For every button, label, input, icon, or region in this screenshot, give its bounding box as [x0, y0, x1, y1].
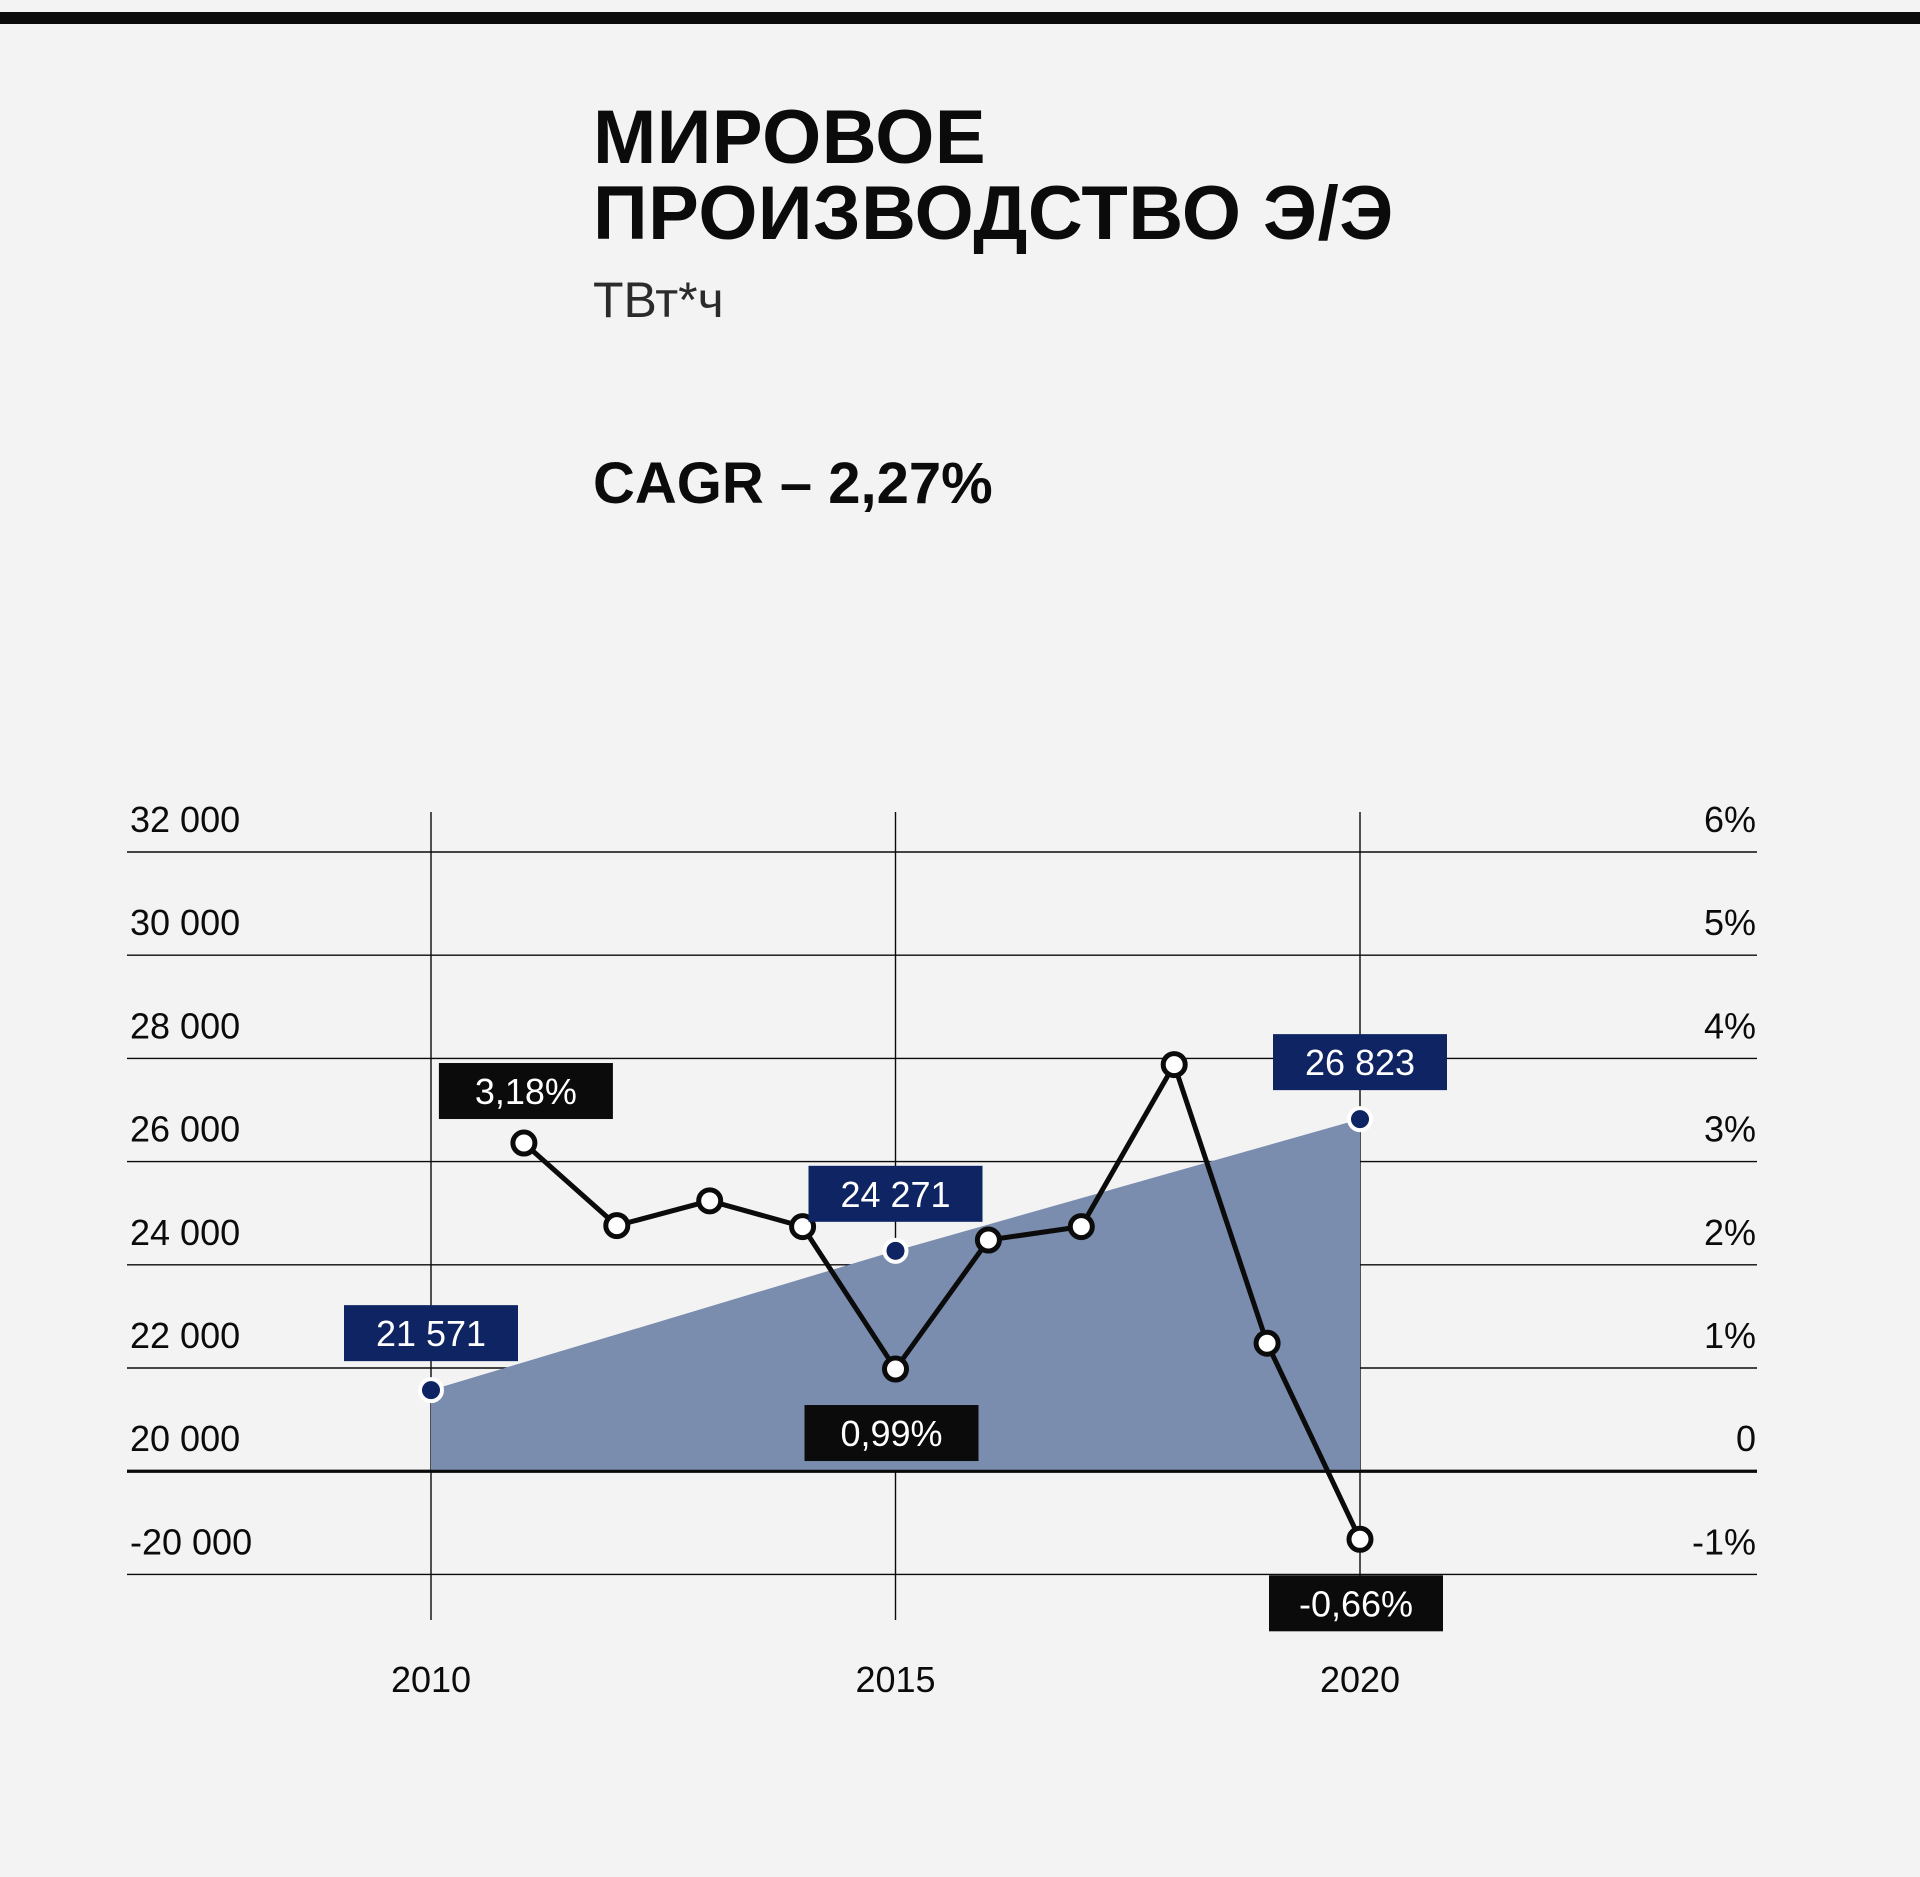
- y-left-tick-label: 20 000: [130, 1418, 240, 1459]
- production-value-label: 24 271: [840, 1174, 950, 1215]
- production-value-label-box: [1273, 1034, 1447, 1091]
- y-right-tick-label: -1%: [1692, 1521, 1756, 1562]
- production-point: [882, 1237, 909, 1264]
- page-title: МИРОВОЕ ПРОИЗВОДСТВО Э/Э: [593, 100, 1394, 252]
- production-value-label: 26 823: [1305, 1042, 1415, 1083]
- production-value-label-box: [344, 1305, 518, 1362]
- growth-value-label: -0,66%: [1299, 1583, 1413, 1624]
- y-right-tick-label: 1%: [1704, 1315, 1756, 1356]
- growth-point: [696, 1187, 724, 1215]
- growth-point: [789, 1213, 817, 1241]
- y-right-tick-label: 0: [1736, 1418, 1756, 1459]
- growth-point: [1346, 1525, 1374, 1553]
- growth-point: [603, 1212, 631, 1240]
- x-tick-label: 2015: [855, 1659, 935, 1700]
- y-right-tick-label: 2%: [1704, 1212, 1756, 1253]
- y-left-tick-label: 28 000: [130, 1005, 240, 1046]
- title-line-1: МИРОВОЕ: [593, 95, 987, 180]
- production-point: [1347, 1106, 1373, 1133]
- growth-value-label-box: [438, 1063, 613, 1120]
- unit-label: ТВт*ч: [593, 272, 724, 328]
- growth-value-label: 3,18%: [475, 1071, 577, 1112]
- title-line-2: ПРОИЗВОДСТВО Э/Э: [593, 171, 1394, 256]
- production-value-label-box: [808, 1165, 983, 1222]
- y-right-tick-label: 4%: [1704, 1005, 1756, 1046]
- growth-point: [1160, 1051, 1188, 1079]
- growth-value-label-box: [804, 1405, 979, 1462]
- y-right-tick-label: 6%: [1704, 799, 1756, 840]
- growth-line: [522, 1062, 1363, 1541]
- y-right-tick-label: 5%: [1704, 902, 1756, 943]
- growth-point: [1067, 1213, 1095, 1241]
- x-tick-label: 2020: [1320, 1659, 1400, 1700]
- growth-point: [510, 1129, 538, 1157]
- y-left-tick-label: 30 000: [130, 902, 240, 943]
- growth-point: [1253, 1329, 1281, 1357]
- x-tick-label: 2010: [391, 1659, 471, 1700]
- top-rule: [0, 12, 1920, 24]
- y-left-tick-label: 22 000: [130, 1315, 240, 1356]
- production-value-label: 21 571: [376, 1313, 486, 1354]
- growth-point: [882, 1355, 909, 1383]
- y-left-tick-label: 24 000: [130, 1212, 240, 1253]
- growth-value-label-box: [1269, 1575, 1443, 1632]
- production-area: [431, 1119, 1360, 1472]
- production-point: [418, 1377, 444, 1404]
- y-left-tick-label: -20 000: [130, 1521, 252, 1562]
- y-left-tick-label: 32 000: [130, 799, 240, 840]
- y-right-tick-label: 3%: [1704, 1109, 1756, 1150]
- y-left-tick-label: 26 000: [130, 1109, 240, 1150]
- cagr-label: CAGR – 2,27%: [593, 451, 993, 516]
- growth-value-label: 0,99%: [840, 1413, 942, 1454]
- growth-point: [974, 1226, 1002, 1254]
